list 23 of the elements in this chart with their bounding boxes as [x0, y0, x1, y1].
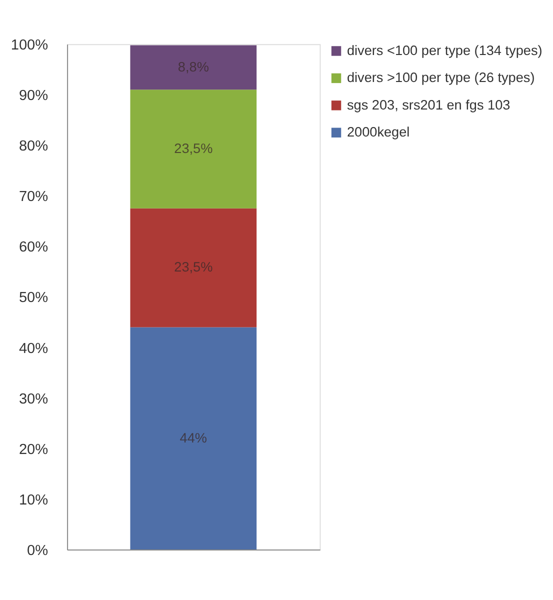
y-tick-label: 90%: [18, 88, 48, 104]
y-tick-label: 10%: [18, 492, 48, 508]
y-tick-label: 80%: [18, 138, 48, 155]
bar: [130, 327, 257, 550]
bar: [130, 208, 257, 328]
data-label: 44%: [180, 430, 208, 446]
y-tick-label: 0%: [27, 542, 48, 559]
data-label: 8,8%: [178, 59, 209, 74]
legend-label: sgs 203, srs201 en fgs 103: [346, 97, 510, 112]
y-tick-label: 100%: [10, 38, 48, 54]
y-tick-label: 40%: [18, 340, 48, 357]
bar: [130, 90, 257, 208]
legend-label: 2000kegel: [346, 124, 410, 140]
y-tick-label: 50%: [18, 290, 48, 306]
data-label: 23,5%: [174, 140, 213, 156]
y-tick-label: 30%: [18, 391, 48, 408]
legend-label: divers >100 per type (26 types): [346, 70, 535, 86]
y-tick-label: 70%: [18, 189, 48, 206]
y-tick-label: 20%: [18, 442, 48, 458]
bar: [130, 45, 257, 90]
legend-label: divers <100 per type (134 types): [346, 42, 542, 58]
data-label: 23,5%: [174, 260, 213, 275]
y-tick-label: 60%: [18, 240, 48, 256]
